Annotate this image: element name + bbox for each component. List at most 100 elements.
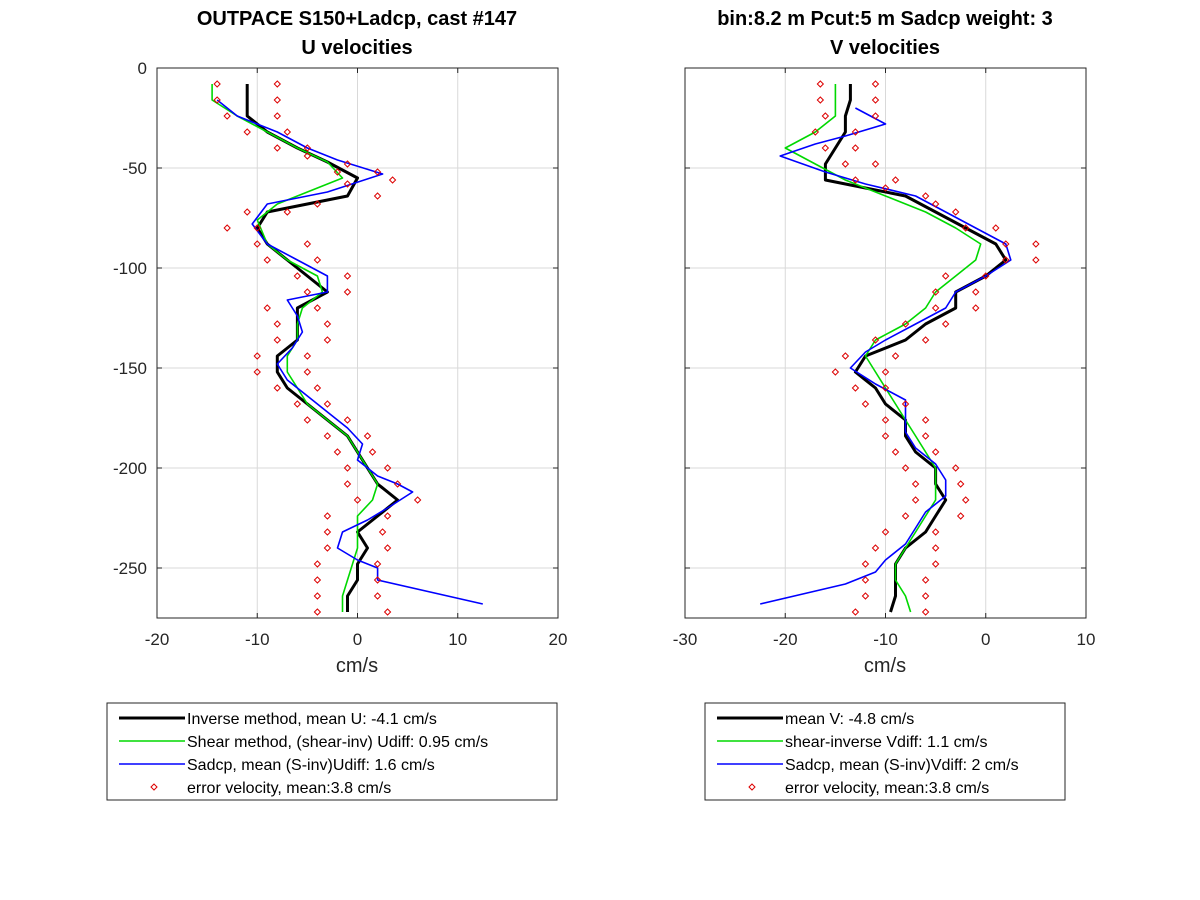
right-plot-area <box>760 80 1040 616</box>
panel-v-velocities: bin:8.2 m Pcut:5 m Sadcp weight: 3 V vel… <box>673 8 1096 677</box>
error-velocity-point <box>891 448 900 456</box>
error-velocity-point <box>931 528 940 536</box>
y-tick-label: -150 <box>113 359 147 378</box>
error-velocity-point <box>901 320 910 328</box>
legend-entry-label: mean V: -4.8 cm/s <box>785 711 914 728</box>
error-velocity-point <box>951 208 960 216</box>
error-velocity-point <box>961 496 970 504</box>
error-velocity-point <box>303 144 312 152</box>
error-velocity-point <box>931 288 940 296</box>
y-tick-label: -100 <box>113 259 147 278</box>
error-velocity-point <box>378 528 387 536</box>
error-velocity-point <box>343 480 352 488</box>
error-velocity-point <box>273 336 282 344</box>
error-velocity-point <box>263 256 271 264</box>
error-velocity-point <box>861 560 870 568</box>
error-velocity-point <box>368 448 377 456</box>
right-xlabel: cm/s <box>864 655 906 677</box>
error-velocity-point <box>343 272 352 280</box>
error-velocity-point <box>393 480 402 488</box>
error-velocity-point <box>323 400 332 408</box>
error-velocity-point <box>956 480 965 488</box>
error-velocity-point <box>283 128 292 136</box>
error-velocity-point <box>253 368 261 376</box>
x-tick-label: 10 <box>1077 630 1096 649</box>
error-velocity-point <box>871 160 880 168</box>
error-velocity-point <box>951 464 960 472</box>
error-velocity-point <box>323 528 332 536</box>
error-velocity-point <box>871 96 880 104</box>
error-velocity-point <box>303 240 312 248</box>
error-velocity-point <box>323 336 332 344</box>
x-tick-label: 0 <box>353 630 362 649</box>
panel-u-velocities: OUTPACE S150+Ladcp, cast #147 U velociti… <box>113 8 567 677</box>
error-velocity-point <box>373 560 382 568</box>
error-velocity-point <box>931 200 940 208</box>
error-velocity-point <box>343 464 352 472</box>
error-velocity-point <box>861 400 870 408</box>
error-velocity-point <box>313 384 322 392</box>
error-velocity-point <box>323 320 332 328</box>
x-tick-label: 0 <box>981 630 990 649</box>
error-velocity-point <box>881 432 890 440</box>
error-velocity-point <box>851 608 860 616</box>
error-velocity-point <box>313 256 322 264</box>
error-velocity-point <box>243 208 251 216</box>
error-velocity-point <box>343 288 352 296</box>
error-velocity-point <box>273 384 282 392</box>
left-title-line2: U velocities <box>301 37 412 59</box>
error-velocity-point <box>253 240 261 248</box>
error-velocity-point <box>956 512 965 520</box>
error-velocity-point <box>343 180 352 188</box>
x-tick-label: -30 <box>673 630 698 649</box>
error-velocity-point <box>921 576 930 584</box>
error-velocity-point <box>263 304 271 312</box>
error-velocity-point <box>931 304 940 312</box>
error-velocity-point <box>303 352 312 360</box>
error-velocity-point <box>373 576 382 584</box>
error-velocity-point <box>273 144 282 152</box>
error-velocity-point <box>911 480 920 488</box>
error-velocity-point <box>1032 256 1040 264</box>
error-velocity-point <box>303 368 312 376</box>
legend-entry-label: Inverse method, mean U: -4.1 cm/s <box>187 711 437 728</box>
error-velocity-point <box>333 448 342 456</box>
error-velocity-point <box>821 112 830 120</box>
error-velocity-point <box>363 432 372 440</box>
error-velocity-point <box>313 304 322 312</box>
error-velocity-point <box>851 176 860 184</box>
left-title-line1: OUTPACE S150+Ladcp, cast #147 <box>197 8 517 30</box>
error-velocity-point <box>861 592 870 600</box>
right-tick-labels: -30 -20 -10 0 10 <box>673 67 1096 649</box>
error-velocity-point <box>253 224 261 232</box>
error-velocity-point <box>323 432 332 440</box>
error-velocity-point <box>303 416 312 424</box>
x-tick-label: -20 <box>145 630 170 649</box>
right-title-line2: V velocities <box>830 37 940 59</box>
error-velocity-point <box>213 80 221 88</box>
error-velocity-point <box>881 184 890 192</box>
error-velocity-point <box>841 160 850 168</box>
error-velocity-point <box>323 544 332 552</box>
error-velocity-point <box>383 464 392 472</box>
error-velocity-point <box>293 272 302 280</box>
error-velocity-point <box>343 160 352 168</box>
shear-series-line <box>784 84 982 613</box>
error-velocity-point <box>881 528 890 536</box>
error-velocity-point <box>871 336 880 344</box>
error-velocity-point <box>313 592 322 600</box>
error-velocity-point <box>273 80 282 88</box>
error-velocity-point <box>851 144 860 152</box>
error-velocity-point <box>841 352 850 360</box>
x-tick-label: -20 <box>773 630 798 649</box>
error-velocity-point <box>333 168 342 176</box>
error-velocity-point <box>1002 240 1010 248</box>
error-velocity-point <box>313 608 322 616</box>
error-velocity-point <box>851 128 860 136</box>
error-velocity-point <box>821 144 830 152</box>
x-tick-label: -10 <box>245 630 270 649</box>
error-velocity-point <box>901 512 910 520</box>
error-velocity-point <box>941 320 950 328</box>
legend-entry-label: Sadcp, mean (S-inv)Vdiff: 2 cm/s <box>785 757 1019 774</box>
